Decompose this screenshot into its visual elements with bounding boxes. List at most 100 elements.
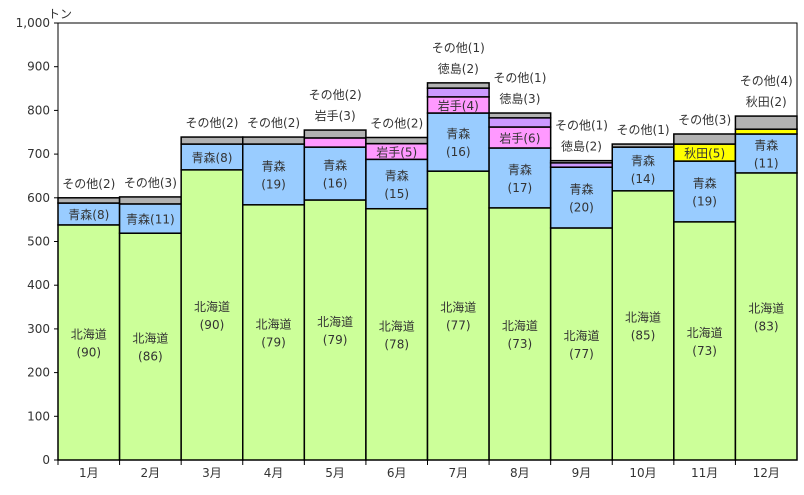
y-tick-label: 100: [27, 409, 50, 423]
y-tick-label: 900: [27, 60, 50, 74]
bar-segment-北海道: [426, 170, 490, 461]
data-label: (15): [384, 187, 409, 201]
bar-segment-北海道: [488, 207, 552, 461]
bar-segment-青森: [611, 146, 675, 192]
data-label: その他(1): [555, 119, 608, 133]
data-label: (73): [692, 344, 717, 358]
data-label: (83): [754, 319, 779, 333]
bar-segment-青森: [426, 112, 490, 172]
data-label: (79): [323, 333, 348, 347]
data-label: その他(1): [493, 71, 546, 85]
bar-segment-その他: [488, 112, 552, 119]
bar-segment-北海道: [57, 224, 121, 461]
x-tick-label: 11月: [691, 466, 718, 480]
y-axis-unit-label: トン: [48, 7, 72, 21]
data-label: 青森: [631, 153, 655, 168]
bar-segment-青森: [242, 143, 306, 206]
data-label: その他(2): [247, 116, 300, 130]
data-label: (79): [261, 335, 286, 349]
data-label: その他(3): [678, 113, 731, 127]
x-tick-label: 9月: [572, 466, 592, 480]
data-label: 北海道: [502, 318, 538, 333]
data-label: (73): [508, 337, 533, 351]
bar-segment-徳島: [488, 117, 552, 128]
data-label: 北海道: [563, 328, 599, 343]
data-label: 北海道: [256, 316, 292, 331]
bar-segment-青森: [488, 147, 552, 209]
x-tick-label: 10月: [629, 466, 656, 480]
x-tick-label: 1月: [79, 466, 99, 480]
bar-segment-青森: [365, 158, 429, 210]
data-label: (16): [323, 177, 348, 191]
data-label: (14): [631, 172, 656, 186]
data-label: 青森(8): [191, 150, 232, 165]
data-label: 青森: [262, 158, 286, 173]
data-label: 徳島(2): [561, 139, 602, 154]
data-label: (85): [631, 328, 656, 342]
y-tick-label: 0: [42, 453, 50, 467]
data-label: 徳島(2): [438, 61, 479, 76]
bar-segment-北海道: [611, 190, 675, 461]
bar-segment-岩手: [303, 137, 367, 148]
x-tick-label: 7月: [448, 466, 468, 480]
x-tick-label: 6月: [387, 466, 407, 480]
bar-segment-北海道: [303, 199, 367, 461]
x-tick-label: 2月: [141, 466, 161, 480]
data-label: (90): [200, 318, 225, 332]
data-label: (19): [692, 194, 717, 208]
data-label: その他(2): [370, 116, 423, 130]
data-label: 秋田(5): [684, 147, 725, 161]
bars: 北海道(90)青森(8)その他(2)北海道(86)青森(11)その他(3)北海道…: [57, 41, 798, 461]
bar-segment-青森: [673, 160, 737, 223]
bar-segment-北海道: [365, 207, 429, 461]
bar-segment-北海道: [734, 172, 798, 461]
bar-segment-その他: [611, 143, 675, 148]
data-label: 北海道: [71, 326, 107, 341]
bar-segment-その他: [118, 196, 182, 205]
y-tick-label: 500: [27, 235, 50, 249]
y-tick-label: 300: [27, 322, 50, 336]
data-label: 北海道: [625, 309, 661, 324]
x-tick-label: 5月: [325, 466, 345, 480]
bar-segment-その他: [365, 136, 429, 145]
data-label: 青森: [323, 158, 347, 173]
y-tick-label: 1,000: [16, 16, 50, 30]
data-label: (20): [569, 201, 594, 215]
bar-segment-その他: [57, 197, 121, 204]
data-label: その他(2): [185, 116, 238, 130]
data-label: 北海道: [317, 314, 353, 329]
data-label: (77): [446, 319, 471, 333]
y-tick-label: 800: [27, 103, 50, 117]
data-label: 青森: [693, 175, 717, 190]
data-label: その他(1): [432, 41, 485, 55]
bar-segment-北海道: [118, 232, 182, 461]
bar-segment-その他: [426, 82, 490, 89]
plot-frame: [57, 22, 798, 461]
bar-segment-青森: [303, 146, 367, 201]
data-label: 岩手(6): [499, 130, 540, 145]
data-label: 徳島(3): [499, 91, 540, 106]
y-tick-label: 700: [27, 147, 50, 161]
x-tick-label: 12月: [753, 466, 780, 480]
data-label: その他(2): [62, 177, 115, 191]
data-label: (19): [261, 177, 286, 191]
data-label: (78): [384, 337, 409, 351]
bar-segment-その他: [734, 115, 798, 130]
y-tick-label: 400: [27, 278, 50, 292]
data-label: 北海道: [379, 318, 415, 333]
data-label: 秋田(2): [746, 95, 787, 109]
x-tick-label: 8月: [510, 466, 530, 480]
data-label: 青森: [385, 168, 409, 183]
bar-segment-その他: [673, 133, 737, 145]
data-label: 北海道: [748, 300, 784, 315]
data-label: その他(4): [740, 74, 793, 88]
data-label: (90): [76, 345, 101, 359]
data-label: (17): [508, 181, 533, 195]
data-label: 北海道: [132, 331, 168, 346]
bar-segment-その他: [303, 129, 367, 139]
y-tick-label: 200: [27, 366, 50, 380]
data-label: その他(1): [617, 123, 670, 137]
data-label: 北海道: [194, 299, 230, 314]
data-label: 北海道: [687, 325, 723, 340]
data-label: 岩手(4): [438, 98, 479, 113]
